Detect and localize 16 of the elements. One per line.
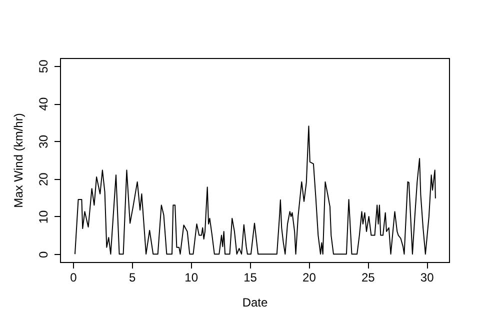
y-tick-label: 20 bbox=[36, 172, 50, 186]
x-tick-label: 30 bbox=[420, 270, 434, 284]
y-tick-label: 10 bbox=[36, 210, 50, 224]
y-tick-label: 50 bbox=[36, 59, 50, 74]
x-tick-label: 25 bbox=[361, 270, 376, 284]
x-tick-label: 15 bbox=[244, 270, 258, 284]
x-tick-label: 5 bbox=[129, 270, 136, 284]
x-axis-title: Date bbox=[242, 296, 268, 310]
y-axis-title: Max Wind (km/hr) bbox=[12, 113, 26, 208]
y-tick-label: 0 bbox=[36, 250, 50, 258]
line-series bbox=[74, 126, 436, 255]
y-tick-label: 40 bbox=[36, 97, 50, 111]
x-tick-label: 20 bbox=[302, 270, 316, 284]
x-tick-label: 0 bbox=[70, 270, 78, 284]
y-tick-label: 30 bbox=[36, 134, 50, 148]
x-tick-label: 10 bbox=[184, 270, 198, 284]
